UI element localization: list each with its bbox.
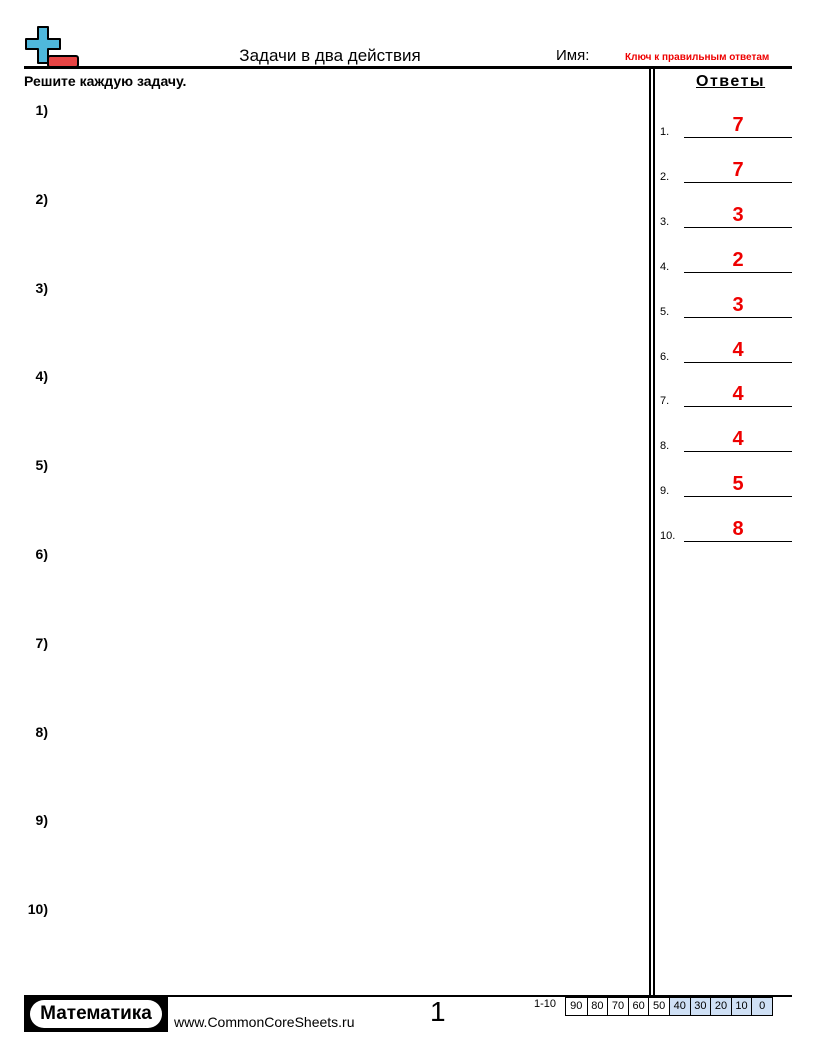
answer-value: 4	[732, 338, 744, 361]
logo-plus-minus-icon	[25, 26, 79, 68]
answer-value: 2	[732, 248, 744, 271]
problem-number: 4)	[35, 368, 48, 385]
answer-number: 5.	[660, 305, 670, 318]
answer-number: 1.	[660, 126, 670, 138]
answer-line	[684, 137, 792, 138]
answer-row: 10. 8	[660, 518, 792, 543]
problem-number: 1)	[35, 102, 48, 118]
answer-number: 7.	[660, 395, 670, 408]
answer-row: 2. 7	[660, 159, 792, 183]
problem-number: 2)	[35, 190, 48, 207]
score-cell: 0	[751, 998, 772, 1015]
problem-number: 10)	[27, 901, 48, 918]
answer-row: 6. 4	[660, 339, 792, 363]
answer-key-label: Ключ к правильным ответам	[625, 52, 770, 63]
answer-value: 4	[732, 383, 744, 406]
score-cell: 20	[710, 998, 731, 1015]
answer-row: 9. 5	[660, 473, 792, 498]
score-cell: 80	[586, 998, 608, 1015]
score-cell: 40	[668, 998, 690, 1015]
answer-value: 3	[732, 293, 744, 316]
score-cell: 90	[570, 1000, 583, 1012]
answer-row: 5. 3	[660, 294, 792, 318]
answer-number: 4.	[660, 260, 670, 273]
answer-row: 1. 7	[660, 114, 792, 138]
worksheet-title: Задачи в два действия	[239, 46, 421, 65]
problem-number: 9)	[35, 812, 48, 829]
answers-title: Ответы	[696, 73, 766, 90]
column-divider	[653, 66, 655, 996]
header-divider	[24, 66, 792, 69]
problem-number: 3)	[35, 279, 48, 296]
instructions: Решите каждую задачу.	[24, 73, 187, 89]
score-cell: 70	[607, 998, 628, 1015]
problem-number: 6)	[35, 546, 48, 562]
column-divider	[649, 66, 651, 996]
answer-row: 4. 2	[660, 249, 792, 273]
page-number: 1	[430, 996, 446, 1027]
answer-line	[684, 316, 792, 318]
problem-number: 7)	[35, 634, 48, 651]
answer-number: 2.	[660, 170, 670, 183]
answer-value: 8	[732, 518, 744, 541]
answer-value: 5	[732, 473, 744, 496]
answer-value: 3	[732, 203, 744, 226]
name-label: Имя:	[556, 47, 590, 64]
score-cell: 60	[627, 998, 649, 1015]
answer-row: 7. 4	[660, 383, 792, 408]
score-cell: 30	[689, 998, 711, 1015]
brand-text: Математика	[30, 1000, 162, 1028]
answer-number: 9.	[660, 485, 670, 498]
footer-divider	[24, 995, 792, 997]
answer-line	[684, 226, 792, 228]
answer-number: 3.	[660, 215, 670, 228]
answer-line	[684, 406, 792, 408]
answer-number: 6.	[660, 350, 670, 363]
problem-number: 5)	[35, 457, 48, 474]
answer-line	[684, 361, 792, 363]
answer-value: 4	[732, 428, 744, 451]
answer-row: 8. 4	[660, 428, 792, 453]
answer-row: 3. 3	[660, 204, 792, 228]
brand-logo: Математика	[24, 996, 168, 1032]
score-table: 90 80 70 60 50 40 30 20 10 0	[565, 997, 773, 1016]
answer-number: 10.	[660, 530, 676, 543]
site-url: www.CommonCoreSheets.ru	[174, 1014, 355, 1030]
problem-number: 8)	[35, 723, 48, 740]
score-range-label: 1-10	[534, 998, 557, 1010]
answer-line	[684, 451, 792, 453]
answer-number: 8.	[660, 440, 670, 453]
answer-value: 7	[732, 158, 744, 181]
score-cell: 10	[730, 998, 752, 1015]
answer-line	[684, 271, 792, 273]
answer-line	[684, 496, 792, 498]
answer-line	[684, 181, 792, 183]
answer-line	[684, 541, 792, 543]
score-cell: 50	[648, 998, 669, 1015]
answer-value: 7	[732, 114, 744, 136]
